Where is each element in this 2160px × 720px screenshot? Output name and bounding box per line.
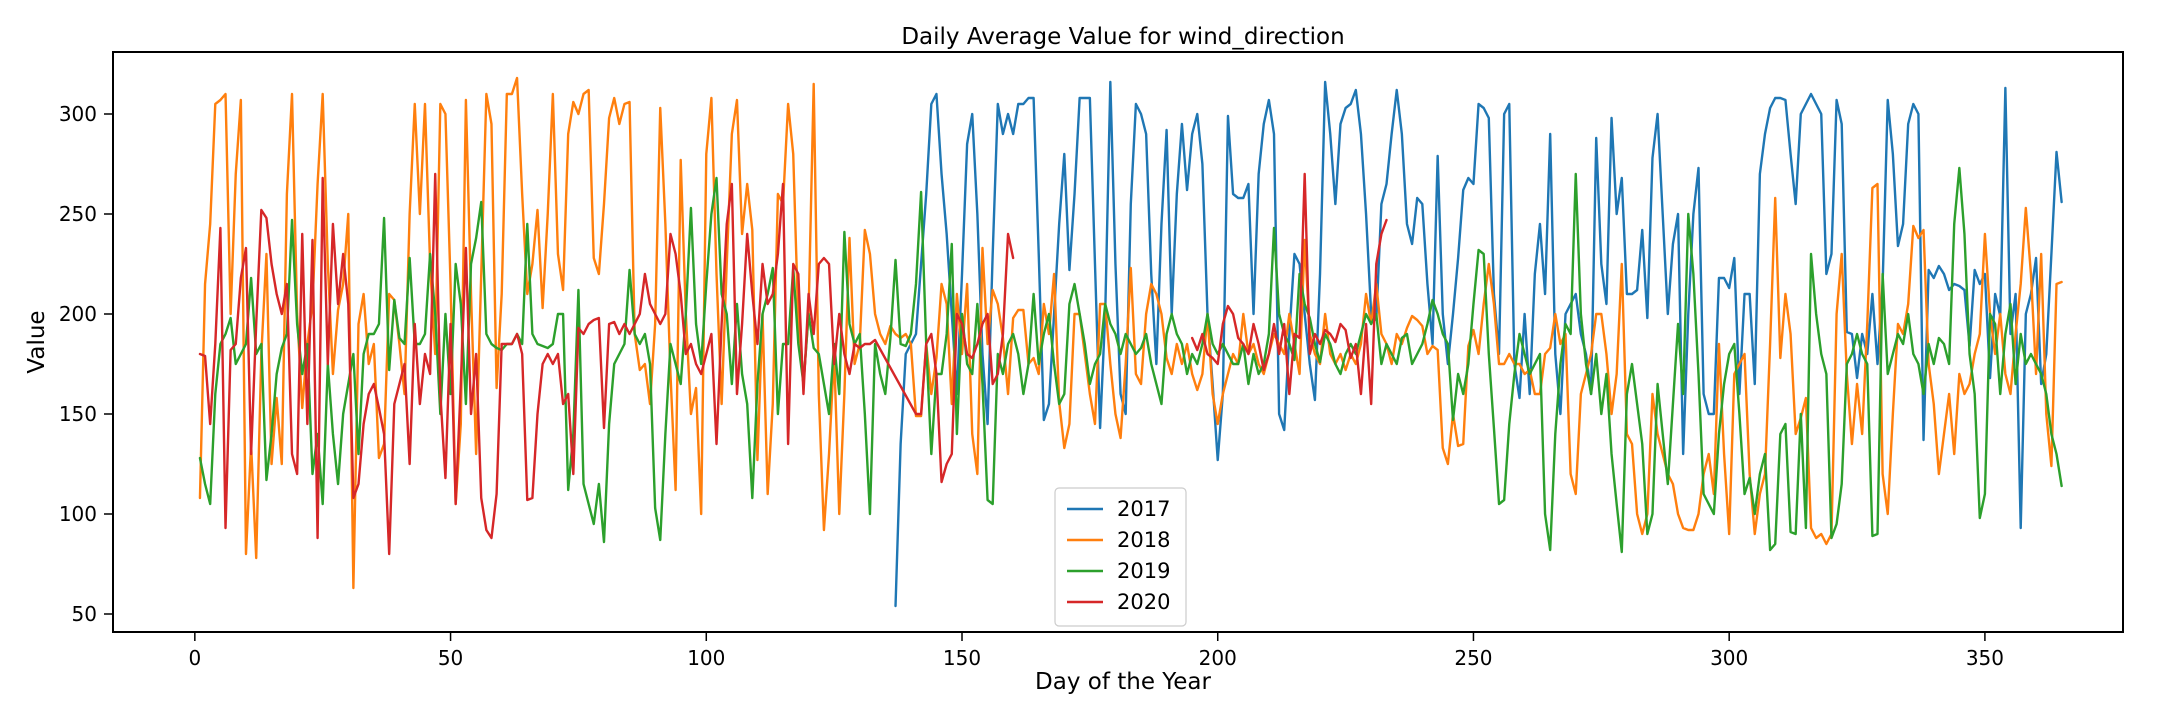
tick-layer: 0 50 100 150 200 250 300 350 50 100 150 200 250 300 [59, 102, 2004, 670]
x-tick-label: 250 [1454, 646, 1492, 670]
x-tick-label: 350 [1966, 646, 2004, 670]
x-tick-label: 50 [438, 646, 463, 670]
x-tick-label: 200 [1199, 646, 1237, 670]
y-tick-label: 150 [59, 402, 97, 426]
x-tick-label: 0 [188, 646, 201, 670]
x-tick-label: 300 [1710, 646, 1748, 670]
legend-label: 2020 [1117, 590, 1170, 614]
x-axis-label: Day of the Year [1035, 669, 1212, 695]
series-line-2017 [894, 80, 2063, 608]
y-tick-label: 300 [59, 102, 97, 126]
series-layer [198, 76, 2063, 608]
legend-label: 2019 [1117, 559, 1170, 583]
y-tick-label: 100 [59, 502, 97, 526]
series-line-2020 [198, 172, 1015, 556]
y-tick-label: 50 [72, 602, 97, 626]
series-line-2020 [1190, 172, 1388, 406]
x-tick-label: 100 [687, 646, 725, 670]
x-tick-label: 150 [943, 646, 981, 670]
y-tick-label: 200 [59, 302, 97, 326]
y-axis-label: Value [24, 310, 50, 373]
legend-label: 2018 [1117, 528, 1170, 552]
chart-title: Daily Average Value for wind_direction [901, 24, 1344, 50]
legend: 2017 2018 2019 2020 [1054, 487, 1187, 627]
plot-frame [112, 51, 2124, 633]
legend-label: 2017 [1117, 497, 1170, 521]
y-tick-label: 250 [59, 202, 97, 226]
legend-box [1054, 487, 1187, 627]
